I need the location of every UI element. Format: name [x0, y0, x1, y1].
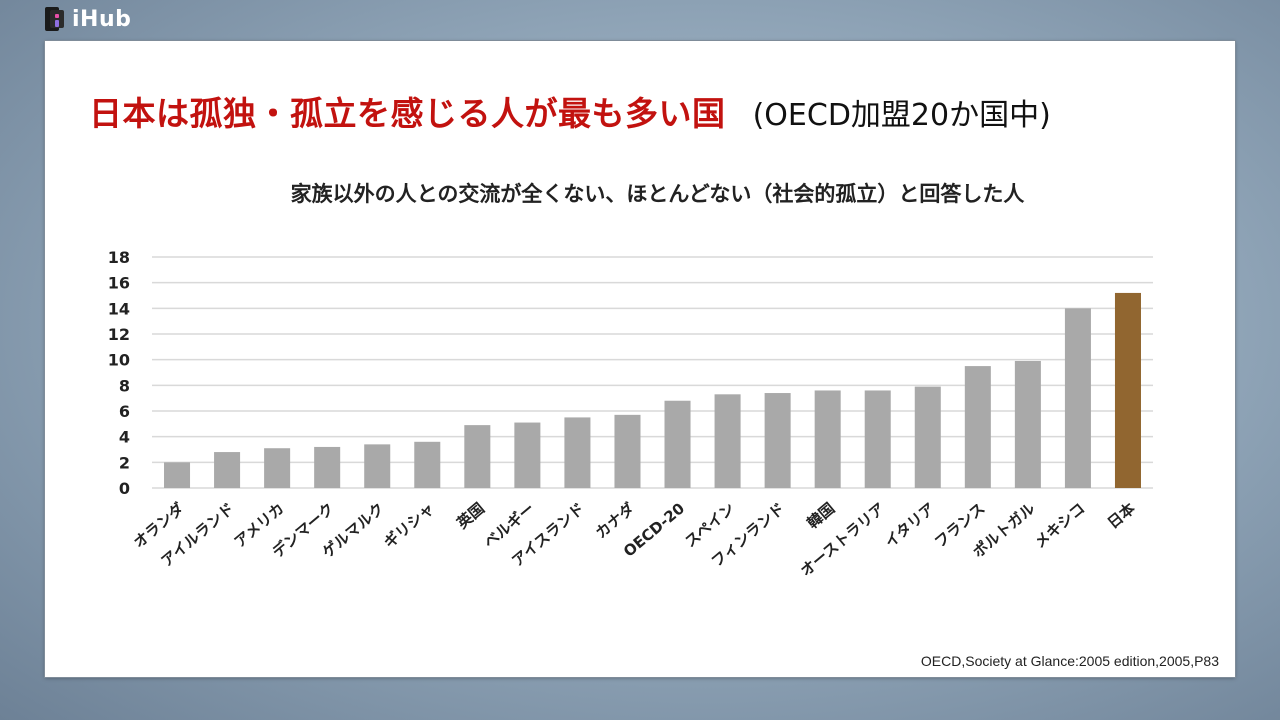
x-tick-label: 韓国	[804, 499, 839, 532]
x-tick-label: 英国	[453, 499, 488, 532]
y-tick-label: 12	[108, 325, 130, 344]
brand-logo: iHub	[44, 4, 131, 34]
bar	[1114, 292, 1141, 488]
bar	[714, 394, 741, 488]
y-tick-label: 16	[108, 274, 130, 293]
headline-note: (OECD加盟20か国中)	[752, 98, 1051, 133]
slide-headline: 日本は孤独・孤立を感じる人が最も多い国 (OECD加盟20か国中)	[89, 87, 1051, 135]
bar	[864, 390, 891, 488]
ihub-logo-icon	[45, 7, 64, 31]
bar	[164, 462, 191, 488]
bar	[764, 393, 791, 488]
y-tick-label: 0	[119, 479, 130, 498]
bar	[214, 452, 241, 488]
bar	[514, 422, 541, 488]
bar	[314, 446, 341, 488]
bar	[414, 441, 441, 488]
x-tick-label: カナダ	[592, 499, 638, 542]
bar	[564, 417, 591, 488]
brand-name: iHub	[72, 6, 132, 32]
headline-main: 日本は孤独・孤立を感じる人が最も多い国	[89, 94, 726, 133]
source-citation: OECD,Society at Glance:2005 edition,2005…	[920, 653, 1219, 669]
y-tick-label: 4	[119, 428, 130, 447]
y-tick-label: 10	[108, 351, 130, 370]
x-tick-label: メキシコ	[1031, 499, 1089, 551]
y-tick-label: 8	[119, 376, 130, 395]
bar	[614, 414, 641, 488]
chart-title: 家族以外の人との交流が全くない、ほとんどない（社会的孤立）と回答した人	[291, 182, 1025, 206]
bar	[264, 448, 291, 488]
x-tick-label: イタリア	[881, 499, 938, 551]
x-tick-label: オーストラリア	[797, 499, 888, 580]
bar-chart: 家族以外の人との交流が全くない、ほとんどない（社会的孤立）と回答した人 0 2 4 6 8…	[108, 182, 1153, 580]
y-tick-label: 6	[119, 402, 130, 421]
bar	[1064, 308, 1091, 488]
y-tick-label: 18	[108, 248, 130, 267]
bar	[664, 400, 691, 488]
bar	[964, 366, 991, 488]
bar	[814, 390, 841, 488]
bar	[364, 444, 391, 488]
x-tick-label: 日本	[1104, 499, 1139, 532]
bar	[914, 386, 941, 488]
bar	[464, 425, 491, 488]
slide-panel: 日本は孤独・孤立を感じる人が最も多い国 (OECD加盟20か国中) 家族以外の人…	[45, 41, 1235, 677]
y-tick-label: 14	[108, 299, 130, 318]
y-tick-label: 2	[119, 453, 130, 472]
x-tick-label: ギリシャ	[380, 499, 438, 551]
bar	[1014, 360, 1041, 488]
